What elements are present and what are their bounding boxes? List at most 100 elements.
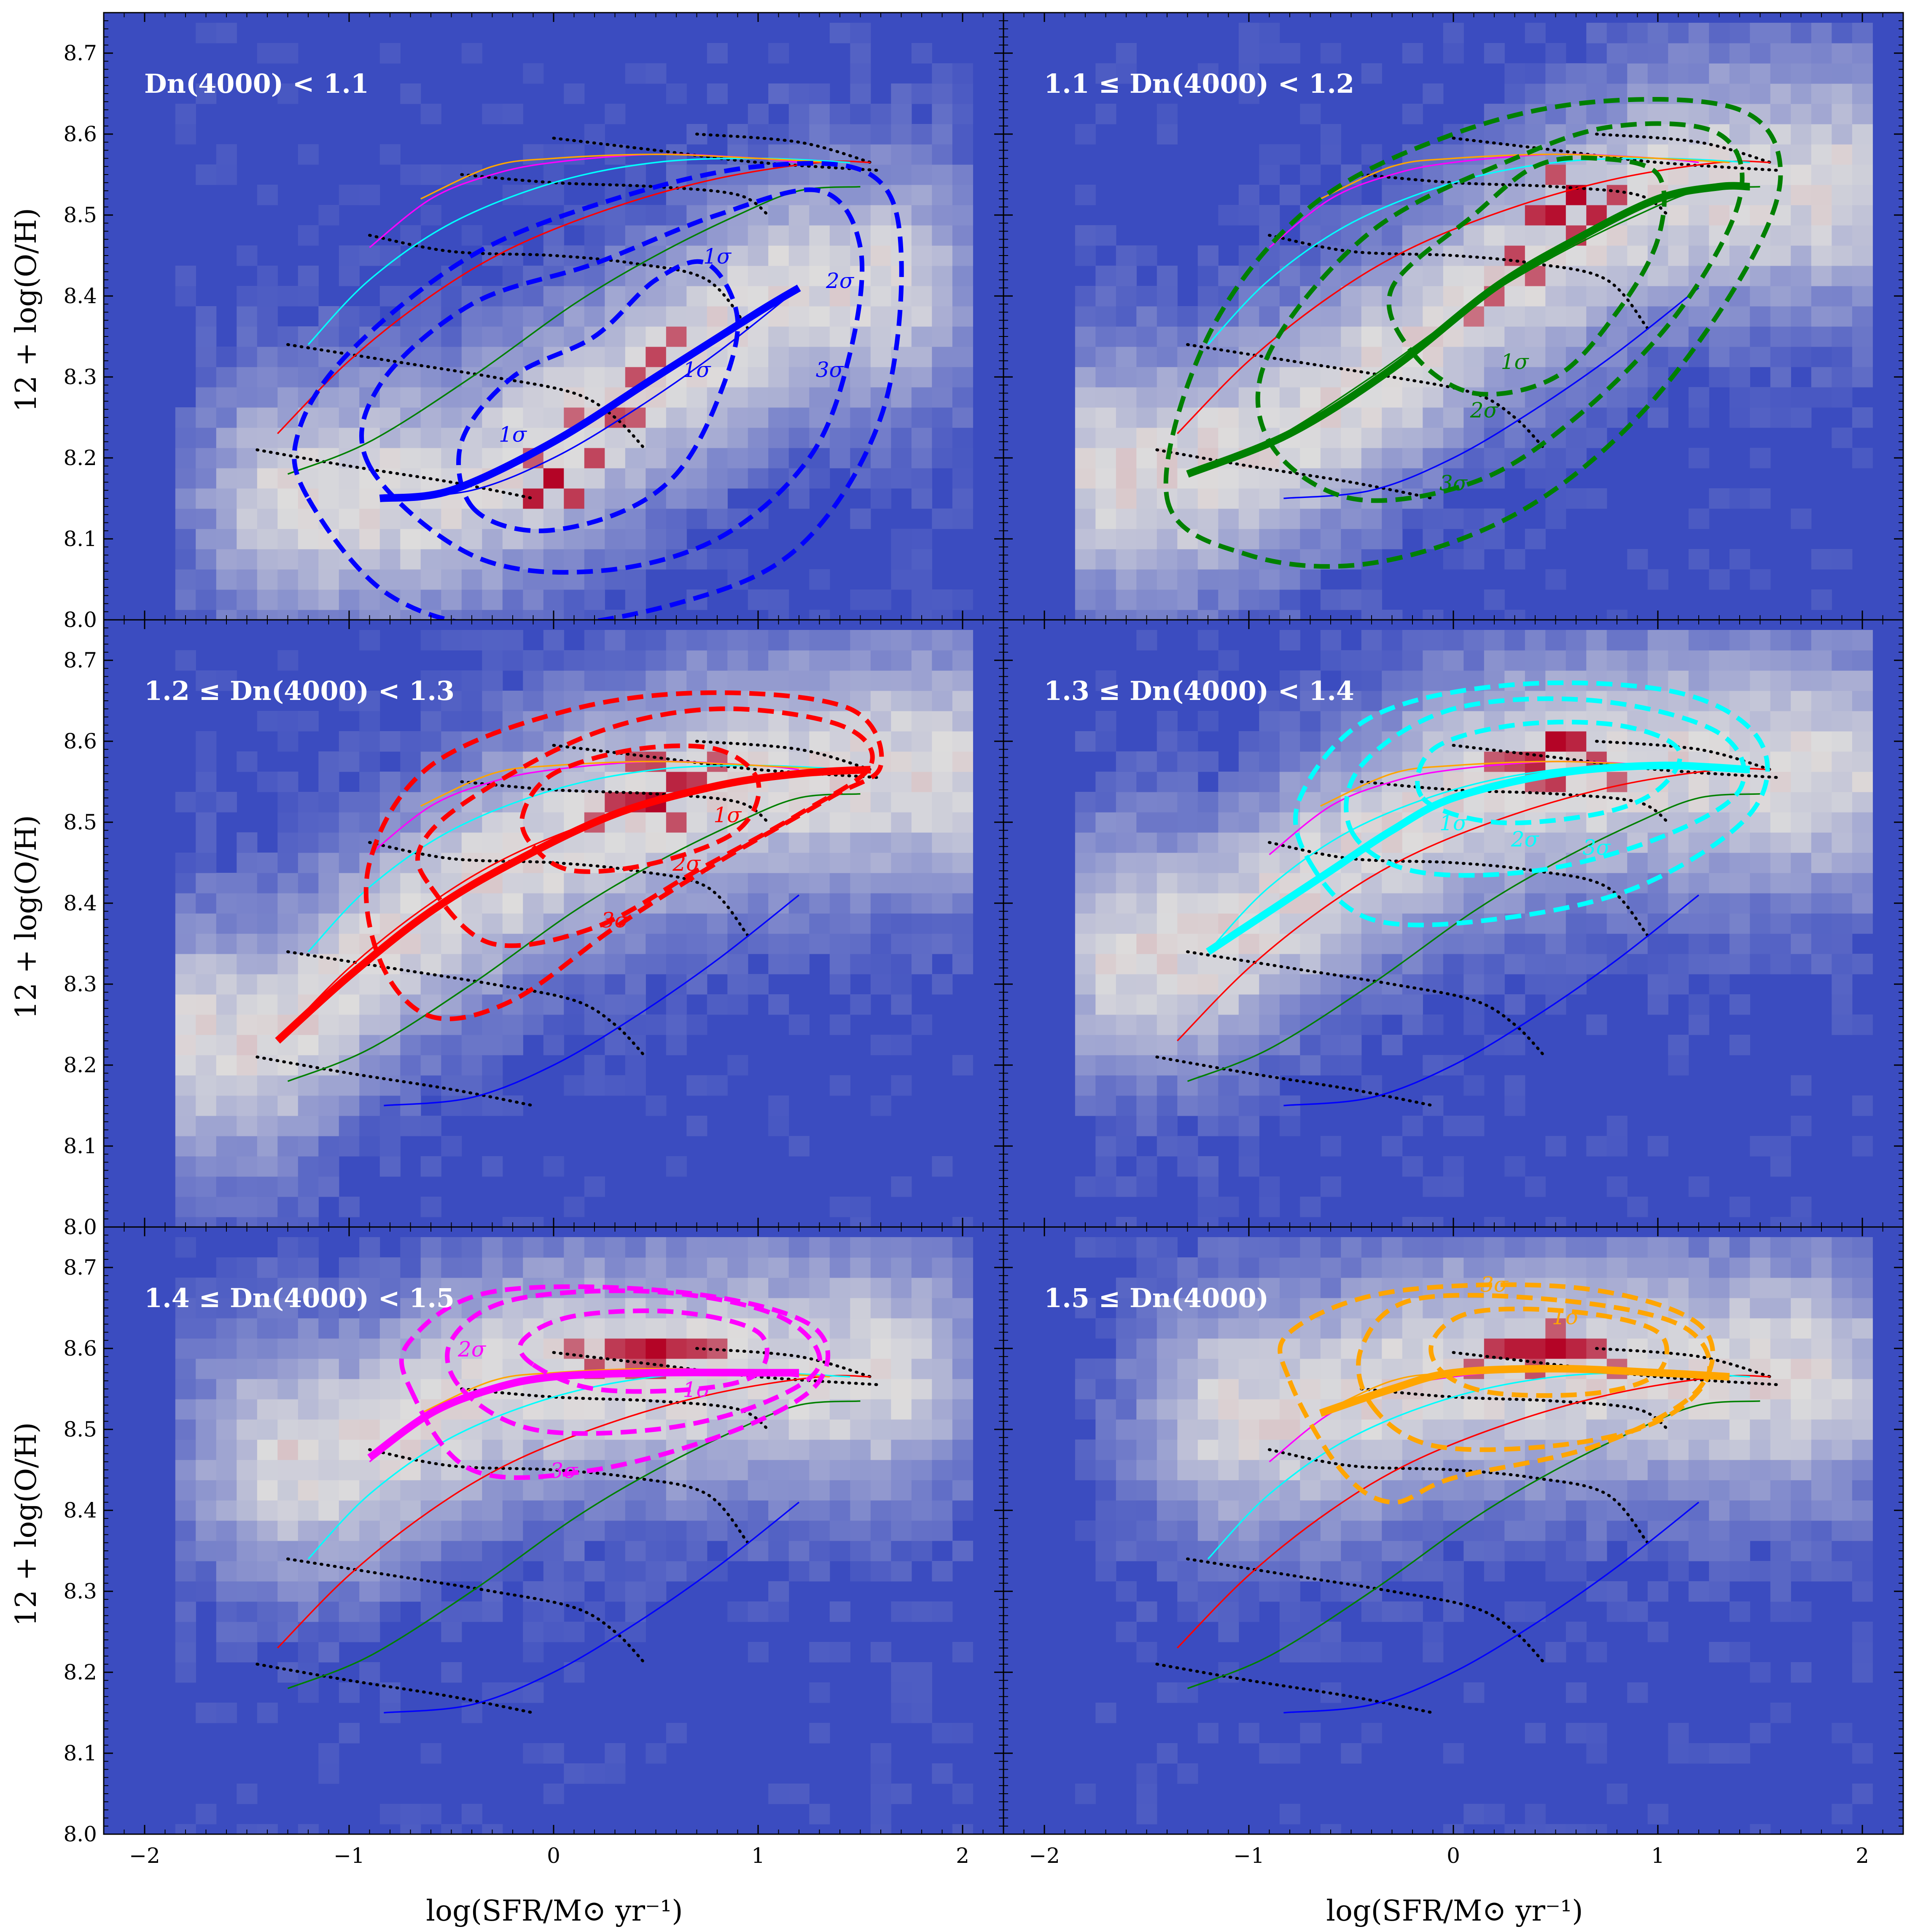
- heatmap-cell: [911, 225, 932, 246]
- heatmap-cell: [441, 407, 462, 428]
- heatmap-cell: [1525, 124, 1546, 145]
- heatmap-cell: [1668, 245, 1689, 266]
- heatmap-cell: [175, 589, 196, 610]
- heatmap-cell: [1811, 164, 1832, 185]
- heatmap-cell: [850, 670, 871, 691]
- heatmap-cell: [850, 1460, 871, 1480]
- heatmap-cell: [1688, 509, 1709, 529]
- heatmap-cell: [1238, 1723, 1259, 1744]
- heatmap-cell: [257, 286, 278, 307]
- heatmap-cell: [1791, 630, 1812, 651]
- heatmap-cell: [1586, 832, 1607, 853]
- heatmap-cell: [891, 913, 912, 934]
- heatmap-cell: [748, 286, 769, 307]
- heatmap-cell: [196, 164, 217, 185]
- heatmap-cells: [175, 23, 973, 620]
- heatmap-cell: [461, 630, 482, 651]
- heatmap-cell: [1095, 549, 1116, 570]
- heatmap-cell: [1361, 326, 1382, 347]
- heatmap-cell: [1525, 1723, 1546, 1744]
- heatmap-cell: [686, 812, 707, 833]
- heatmap-cell: [1832, 1338, 1853, 1359]
- heatmap-cell: [666, 1318, 687, 1339]
- heatmap-cell: [1668, 1257, 1689, 1278]
- heatmap-cell: [359, 994, 380, 1015]
- heatmap-cell: [1238, 1500, 1259, 1521]
- heatmap-cell: [1832, 1419, 1853, 1440]
- heatmap-cell: [1095, 1176, 1116, 1197]
- heatmap-cell: [1852, 104, 1873, 124]
- panel-label: 1.4 ≤ Dn(4000) < 1.5: [144, 1283, 455, 1313]
- heatmap-cell: [911, 1359, 932, 1379]
- heatmap-cell: [850, 407, 871, 428]
- heatmap-cell: [1238, 893, 1259, 914]
- heatmap-cell: [1504, 1601, 1525, 1622]
- heatmap-cell: [1300, 1379, 1321, 1399]
- heatmap-cell: [359, 1278, 380, 1298]
- heatmap-cell: [1647, 205, 1668, 226]
- heatmap-cell: [1382, 1541, 1403, 1561]
- heatmap-cell: [1095, 387, 1116, 408]
- heatmap-cell: [359, 1480, 380, 1501]
- heatmap-cell: [1811, 1440, 1832, 1460]
- heatmap-cell: [646, 1095, 667, 1116]
- heatmap-cell: [1136, 994, 1157, 1015]
- heatmap-cell: [1484, 1520, 1505, 1541]
- heatmap-cell: [1852, 691, 1873, 711]
- heatmap-cell: [1545, 1419, 1566, 1440]
- heatmap-cell: [1832, 266, 1853, 286]
- heatmap-cell: [1259, 994, 1280, 1015]
- heatmap-cell: [666, 812, 687, 833]
- dotted-curve-2: [1186, 950, 1547, 1059]
- heatmap-cell: [482, 1318, 503, 1339]
- heatmap-cell: [400, 751, 421, 772]
- heatmap-cell: [1116, 832, 1137, 853]
- heatmap-cell: [850, 124, 871, 145]
- heatmap-cell: [482, 1035, 503, 1055]
- heatmap-cell: [1668, 832, 1689, 853]
- heatmap-cell: [952, 448, 973, 468]
- heatmap-cell: [1136, 589, 1157, 610]
- heatmap-cell: [625, 934, 646, 954]
- heatmap-cell: [420, 1520, 441, 1541]
- heatmap-cell: [175, 1156, 196, 1177]
- heatmap-cell: [748, 1480, 769, 1501]
- heatmap-cell: [1709, 934, 1730, 954]
- heatmap-cell: [1504, 225, 1525, 246]
- heatmap-cell: [318, 1278, 339, 1298]
- heatmap-cell: [1423, 448, 1444, 468]
- heatmap-cell: [932, 509, 953, 529]
- heatmap-cell: [1177, 1500, 1198, 1521]
- heatmap-cell: [1709, 326, 1730, 347]
- heatmap-cell: [1688, 407, 1709, 428]
- heatmap-cell: [1116, 407, 1137, 428]
- heatmap-cell: [1688, 1399, 1709, 1420]
- heatmap-cell: [175, 509, 196, 529]
- heatmap-cell: [379, 893, 401, 914]
- heatmap-cell: [461, 812, 482, 833]
- heatmap-cell: [1443, 1500, 1464, 1521]
- heatmap-cell: [870, 1419, 891, 1440]
- contour-1sigma: [456, 259, 740, 533]
- heatmap-cell: [1443, 124, 1464, 145]
- heatmap-cell: [829, 1601, 850, 1622]
- heatmap-cell: [870, 144, 891, 165]
- heatmap-cell: [461, 994, 482, 1015]
- heatmap-cell: [1197, 589, 1219, 610]
- heatmap-cell: [1095, 589, 1116, 610]
- heatmap-cell: [1709, 1379, 1730, 1399]
- heatmap-cell: [564, 245, 585, 266]
- heatmap-cell: [1463, 225, 1485, 246]
- heatmap-cell: [646, 873, 667, 893]
- heatmap-cell: [1566, 1500, 1587, 1521]
- heatmap-cell: [1811, 23, 1832, 43]
- heatmap-cell: [850, 934, 871, 954]
- heatmap-cell: [1341, 873, 1362, 893]
- heatmap-cell: [870, 326, 891, 347]
- heatmap-cell: [1177, 832, 1198, 853]
- heatmap-cell: [605, 104, 626, 124]
- heatmap-cell: [277, 974, 299, 995]
- heatmap-cell: [1668, 650, 1689, 671]
- heatmap-cell: [420, 1035, 441, 1055]
- heatmap-cell: [1320, 448, 1341, 468]
